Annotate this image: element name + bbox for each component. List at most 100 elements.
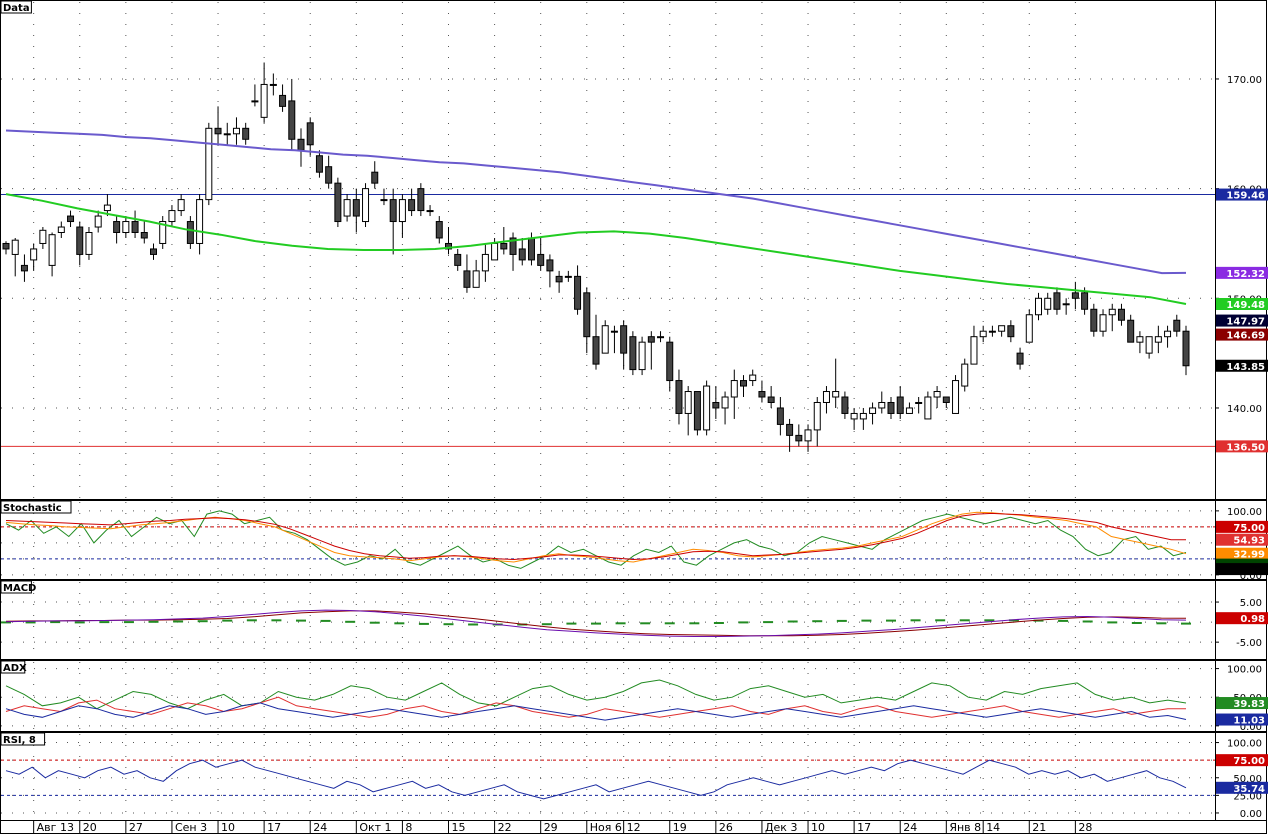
candle-body [197,200,203,244]
x-tick-label: 17 [857,821,871,834]
panel-title: ADX [3,663,27,674]
candle-body [215,128,221,133]
candle-body [298,139,304,150]
candle-body [667,342,673,380]
panel-title: Stochastic [3,503,62,514]
value-label-text: 159.46 [1226,191,1265,202]
candle-body [31,249,37,260]
candle-body [335,183,341,221]
x-tick-label: 28 [1078,821,1092,834]
candle-body [851,413,857,418]
candle-body [1026,315,1032,342]
candle-body [289,101,295,139]
value-label-text: 11.03 [1233,716,1265,727]
candle-body [971,337,977,364]
candle-body [547,260,553,271]
candle-body [501,243,507,248]
candle-body [833,392,839,397]
value-label-text: 54.93 [1233,536,1265,547]
candle-body [141,233,147,238]
value-label-text: 149.48 [1226,300,1265,311]
candle-body [722,397,728,408]
candle-body [1155,337,1161,342]
x-tick-label: 29 [544,821,558,834]
value-label-text: 75.00 [1233,756,1265,767]
candle-body [1100,315,1106,331]
candle-body [1137,337,1143,342]
candle-body [436,222,442,238]
candle-body [381,200,387,201]
candle-body [40,230,46,243]
x-tick-label: 15 [452,821,466,834]
value-label-text: 136.50 [1226,442,1265,453]
candle-body [372,172,378,183]
candle-body [925,397,931,419]
candle-body [224,134,230,135]
candle-body [934,392,940,397]
candle-body [870,408,876,413]
candle-body [584,293,590,337]
panel-title: MACD [3,583,36,594]
candle-body [187,222,193,244]
x-tick-label: 10 [811,821,825,834]
candle-body [12,240,18,254]
y-tick-label: 100.00 [1227,665,1262,676]
x-tick-label: 24 [903,821,917,834]
candle-body [768,397,774,402]
candle-body [980,331,986,336]
x-tick-label: 14 [986,821,1000,834]
candle-body [77,227,83,254]
y-tick-label: 0.00 [1240,809,1262,820]
candle-body [528,238,534,260]
x-tick-label: 8 [405,821,412,834]
candle-body [777,408,783,424]
candle-body [1091,309,1097,331]
candle-body [418,189,424,211]
candle-body [630,337,636,370]
candle-body [676,381,682,414]
candle-body [731,381,737,397]
candle-body [962,364,968,386]
candle-body [1054,293,1060,309]
candle-body [114,222,120,233]
candle-body [178,200,184,211]
candle-body [169,211,175,222]
x-tick-label: 22 [498,821,512,834]
x-tick-label: Авг 13 [37,821,74,834]
x-tick-label: Окт 1 [359,821,391,834]
candle-body [1063,304,1069,305]
candle-body [879,402,885,407]
candle-body [482,254,488,270]
candle-body [390,200,396,222]
candle-body [363,189,369,222]
panel-title: Data [3,3,30,14]
candle-body [455,254,461,265]
x-tick-label: Ноя 6 [590,821,622,834]
candle-body [556,276,562,281]
candle-body [151,249,157,254]
candle-body [611,331,617,332]
candle-body [3,243,9,248]
candle-body [206,128,212,199]
candle-body [565,276,571,277]
candle-body [814,402,820,429]
y-tick-label: 100.00 [1227,507,1262,518]
candle-body [261,84,267,117]
candle-body [243,128,249,139]
candle-body [270,84,276,85]
candle-body [916,402,922,403]
candle-body [316,156,322,172]
value-label-text: 75.00 [1233,523,1265,534]
candle-body [1072,293,1078,298]
x-tick-label: 21 [1032,821,1046,834]
candle-body [1045,298,1051,309]
x-tick-label: Дек 3 [765,821,798,834]
x-tick-label: 10 [221,821,235,834]
candle-body [427,211,433,212]
candle-body [538,254,544,265]
candle-body [1183,331,1189,366]
x-tick-label: 17 [267,821,281,834]
candle-body [1017,353,1023,364]
candle-body [888,402,894,413]
candle-body [906,408,912,413]
